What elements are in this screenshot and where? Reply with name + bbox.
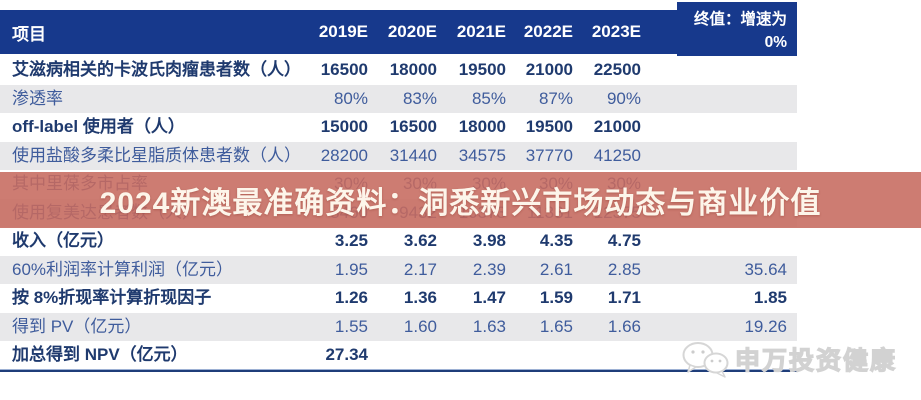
cell-2021e: 2.39 (472, 259, 506, 279)
table-row: 渗透率 80% 83% 85% 87% 90% (0, 84, 797, 114)
cell-2020e: 1.60 (403, 316, 437, 336)
terminal-value-header: 终值：增速为 0% (677, 2, 797, 58)
cell-terminal-value (641, 142, 797, 171)
terminal-value-line2: 0% (764, 34, 787, 51)
row-label: 渗透率 (12, 88, 63, 108)
header-year-2019e: 2019E (318, 22, 368, 41)
table-row: off-label 使用者（人） 15000 16500 18000 19500… (0, 113, 797, 142)
row-label: 艾滋病相关的卡波氏肉瘤患者数（人） (12, 60, 300, 79)
row-label: 加总得到 NPV（亿元） (12, 345, 188, 364)
cell-terminal-value (641, 113, 797, 142)
table-bottom-border (0, 368, 797, 372)
cell-2023e: 90% (606, 88, 641, 108)
cell-2021e: 18000 (458, 117, 506, 136)
cell-2022e: 2.61 (539, 259, 573, 279)
row-label: 得到 PV（亿元） (12, 316, 142, 336)
cell-2021e: 1.63 (472, 316, 506, 336)
cell-2022e: 4.35 (539, 231, 573, 250)
watermark: 申万投资健康 (681, 338, 897, 380)
cell-2020e: 2.17 (403, 259, 437, 279)
cell-2021e (437, 341, 506, 370)
table-row: 加总得到 NPV（亿元） 27.34 (0, 341, 797, 370)
cell-2019e: 27.34 (325, 345, 368, 364)
cell-2023e: 22500 (593, 60, 641, 79)
cell-2019e: 80% (333, 88, 368, 108)
cell-2020e (368, 341, 437, 370)
header-project-label: 项目 (12, 24, 46, 44)
cell-2023e: 21000 (593, 117, 641, 136)
cell-terminal-value: 19.26 (744, 316, 787, 336)
cell-2020e: 18000 (389, 60, 437, 79)
header-year-2020e: 2020E (387, 22, 437, 41)
wechat-icon (682, 342, 729, 378)
cell-2023e: 4.75 (607, 231, 641, 250)
cell-2021e: 34575 (458, 145, 506, 165)
table-row: 使用盐酸多柔比星脂质体患者数（人） 28200 31440 34575 3777… (0, 141, 797, 171)
cell-2020e: 3.62 (403, 231, 437, 250)
cell-2023e: 41250 (593, 145, 641, 165)
table-row: 艾滋病相关的卡波氏肉瘤患者数（人） 16500 18000 19500 2100… (0, 56, 797, 85)
cell-2019e: 28200 (320, 145, 368, 165)
row-label: off-label 使用者（人） (12, 117, 185, 136)
promo-banner: 2024新澳最准确资料：洞悉新兴市场动态与商业价值 (0, 172, 921, 228)
cell-2023e: 1.66 (607, 316, 641, 336)
cell-2021e: 3.98 (472, 231, 506, 250)
header-year-2023e: 2023E (591, 22, 641, 41)
cell-terminal-value: 1.85 (753, 288, 787, 307)
cell-2019e: 1.95 (334, 259, 368, 279)
cell-terminal-value (641, 56, 797, 85)
cell-terminal-value (641, 85, 797, 114)
cell-2021e: 19500 (458, 60, 506, 79)
header-year-2022e: 2022E (523, 22, 573, 41)
table-row: 收入（亿元） 3.25 3.62 3.98 4.35 4.75 (0, 227, 797, 256)
cell-2022e: 87% (538, 88, 573, 108)
cell-2022e (506, 341, 573, 370)
cell-2020e: 1.36 (403, 288, 437, 307)
row-label: 按 8%折现率计算折现因子 (12, 288, 212, 307)
table-header: 项目 2019E 2020E 2021E 2022E 2023E (0, 10, 797, 54)
cell-2019e: 16500 (320, 60, 368, 79)
cell-2021e: 85% (471, 88, 506, 108)
cell-2020e: 16500 (389, 117, 437, 136)
row-label: 使用盐酸多柔比星脂质体患者数（人） (12, 145, 300, 165)
cell-2019e: 3.25 (334, 231, 368, 250)
cell-2023e: 2.85 (607, 259, 641, 279)
cell-2021e: 1.47 (472, 288, 506, 307)
cell-2022e: 37770 (525, 145, 573, 165)
table-row: 60%利润率计算利润（亿元） 1.95 2.17 2.39 2.61 2.85 … (0, 255, 797, 284)
table-row: 按 8%折现率计算折现因子 1.26 1.36 1.47 1.59 1.71 1… (0, 284, 797, 313)
header-year-2021e: 2021E (456, 22, 506, 41)
cell-2019e: 15000 (320, 117, 368, 136)
table-row: 得到 PV（亿元） 1.55 1.60 1.63 1.65 1.66 19.26 (0, 312, 797, 341)
cell-2020e: 83% (402, 88, 437, 108)
cell-2022e: 1.59 (539, 288, 573, 307)
watermark-text: 申万投资健康 (734, 346, 897, 375)
row-label: 60%利润率计算利润（亿元） (12, 259, 234, 279)
cell-terminal-value (641, 227, 797, 256)
cell-terminal-value: 35.64 (744, 259, 787, 279)
cell-2022e: 1.65 (539, 316, 573, 336)
cell-2020e: 31440 (389, 145, 437, 165)
table-body: 艾滋病相关的卡波氏肉瘤患者数（人） 16500 18000 19500 2100… (0, 56, 797, 370)
terminal-value-line1: 终值：增速为 (693, 11, 787, 28)
cell-2019e: 1.26 (334, 288, 368, 307)
cell-2023e: 1.71 (607, 288, 641, 307)
cell-2023e (573, 341, 641, 370)
cell-2019e: 1.55 (334, 316, 368, 336)
promo-banner-text: 2024新澳最准确资料：洞悉新兴市场动态与商业价值 (99, 187, 822, 220)
row-label: 收入（亿元） (12, 231, 114, 250)
cell-2022e: 19500 (525, 117, 573, 136)
cell-2022e: 21000 (525, 60, 573, 79)
